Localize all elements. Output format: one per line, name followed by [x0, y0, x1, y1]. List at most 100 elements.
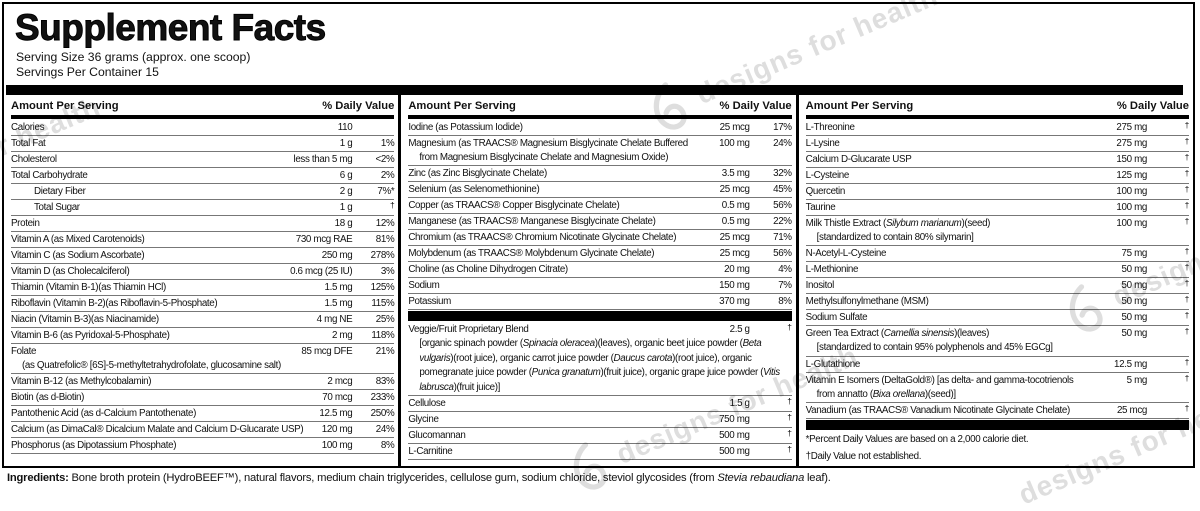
- serving-size-text: Serving Size 36 grams (approx. one scoop…: [16, 50, 251, 64]
- nutrient-name: Iodine (as Potassium Iodide): [408, 122, 523, 133]
- nutrient-amount: 1.5 g: [729, 398, 750, 410]
- nutrient-name: Glucomannan: [408, 430, 466, 442]
- nutrient-row: Vitamin E Isomers (DeltaGold®) [as delta…: [805, 373, 1189, 404]
- nutrient-row-line: Green Tea Extract (Camellia sinensis)(le…: [805, 326, 1190, 341]
- nutrient-row-line: Choline (as Choline Dihydrogen Citrate) 2…: [408, 262, 792, 277]
- nutrient-daily-value: 8%: [778, 296, 792, 308]
- nutrient-name: Chromium (as TRAACS® Chromium Nicotinate…: [408, 232, 677, 244]
- nutrient-subtext: from annatto (Bixa orellana)(seed)]: [816, 388, 957, 400]
- nutrient-daily-value: 71%: [773, 232, 792, 244]
- nutrient-row-line: Total Fat 1 g 1%: [11, 136, 395, 151]
- nutrient-row-line: L-Carnitine 500 mg †: [408, 444, 792, 459]
- nutrient-daily-value: †: [1184, 310, 1190, 321]
- facts-columns: Amount Per Serving % Daily Value Calories 1…: [4, 95, 1193, 466]
- nutrient-row: L-Threonine 275 mg †: [805, 120, 1189, 136]
- nutrient-name: Quercetin: [805, 186, 846, 197]
- nutrient-daily-value: †: [787, 444, 792, 455]
- nutrient-row: Calcium D-Glucarate USP 150 mg †: [805, 152, 1190, 168]
- nutrient-row-line: Calcium (as DimaCal® Dicalcium Malate an…: [11, 422, 395, 437]
- footnote: *Percent Daily Values are based on a 2,0…: [805, 434, 1029, 446]
- nutrient-amount: 250 mg: [321, 250, 353, 261]
- nutrient-amount: 0.6 mcg (25 IU): [290, 266, 353, 277]
- nutrient-row-line: Calcium D-Glucarate USP 150 mg †: [806, 152, 1190, 167]
- nutrient-amount: 500 mg: [719, 430, 750, 442]
- nutrient-row: Choline (as Choline Dihydrogen Citrate) 2…: [408, 262, 792, 279]
- nutrient-row-line: Vitamin C (as Sodium Ascorbate) 250 mg 278…: [11, 248, 395, 263]
- nutrient-name: Calories: [11, 122, 45, 133]
- nutrient-name: Vitamin A (as Mixed Carotenoids): [11, 234, 145, 245]
- nutrient-daily-value: †: [1184, 262, 1190, 273]
- nutrient-name: Folate: [11, 346, 37, 357]
- nutrient-name: N-Acetyl-L-Cysteine: [805, 248, 887, 260]
- nutrient-amount: 85 mcg DFE: [301, 346, 353, 357]
- nutrient-daily-value: 4%: [778, 264, 792, 276]
- nutrient-amount: 110: [337, 122, 353, 133]
- nutrient-name: Green Tea Extract (Camellia sinensis)(le…: [805, 328, 990, 340]
- nutrient-row-line: Glucomannan 500 mg †: [408, 428, 792, 443]
- nutrient-row: Niacin (Vitamin B-3)(as Niacinamide) 4 mg…: [11, 312, 395, 328]
- nutrient-name: Dietary Fiber: [34, 186, 86, 197]
- nutrient-row-line: Magnesium (as TRAACS® Magnesium Bisglyci…: [408, 136, 792, 151]
- nutrient-name: Sodium: [408, 280, 440, 292]
- nutrient-amount: 50 mg: [1121, 328, 1148, 340]
- column-header: Amount Per Serving % Daily Value: [806, 95, 1189, 115]
- nutrient-row-line: Vitamin A (as Mixed Carotenoids) 730 mcg …: [11, 232, 395, 247]
- nutrient-row: Sodium Sulfate 50 mg †: [805, 310, 1190, 327]
- nutrient-daily-value: 233%: [370, 392, 395, 404]
- nutrient-daily-value: †: [1184, 184, 1190, 194]
- nutrient-name: Glycine: [408, 414, 439, 426]
- nutrient-name: L-Lysine: [805, 138, 840, 149]
- nutrient-row: Inositol 50 mg †: [805, 278, 1189, 295]
- nutrient-amount: 500 mg: [719, 446, 750, 458]
- column-header: Amount Per Serving % Daily Value: [11, 95, 394, 115]
- nutrient-daily-value: †: [1184, 200, 1190, 210]
- amount-per-serving-header: Amount Per Serving: [408, 100, 516, 112]
- daily-value-header: % Daily Value: [719, 100, 792, 112]
- nutrient-row: Milk Thistle Extract (Silybum marianum)(…: [805, 216, 1189, 247]
- header-divider-bar: [6, 85, 1183, 95]
- nutrient-row: Total Sugar 1 g †: [11, 200, 395, 216]
- nutrient-row-line: Selenium (as Selenomethionine) 25 mcg 45%: [408, 182, 792, 197]
- ingredients-segment: Ingredients:: [7, 472, 72, 484]
- nutrient-row: Calcium (as DimaCal® Dicalcium Malate an…: [11, 422, 395, 439]
- nutrient-row: L-Lysine 275 mg †: [805, 136, 1189, 152]
- nutrient-row-line: Cellulose 1.5 g †: [408, 396, 792, 411]
- nutrient-name: Vitamin B-6 (as Pyridoxal-5-Phosphate): [11, 330, 170, 341]
- nutrient-row-line: Protein 18 g 12%: [11, 216, 395, 231]
- footnote: †Daily Value not established.: [805, 451, 922, 463]
- nutrient-daily-value: 8%: [380, 440, 395, 452]
- nutrient-daily-value: 56%: [773, 248, 792, 260]
- nutrient-amount: 275 mg: [1116, 138, 1147, 149]
- nutrient-amount: 150 mg: [1116, 154, 1147, 165]
- nutrient-daily-value: 83%: [375, 376, 395, 388]
- nutrient-daily-value: †: [1184, 326, 1190, 337]
- nutrient-daily-value: †: [1184, 356, 1190, 367]
- nutrient-row: Total Carbohydrate 6 g 2%: [11, 168, 395, 184]
- nutrient-row-line: Potassium 370 mg 8%: [408, 294, 792, 309]
- nutrient-name: Choline (as Choline Dihydrogen Citrate): [408, 264, 568, 276]
- nutrient-row: Zinc (as Zinc Bisglycinate Chelate) 3.5 m…: [408, 166, 792, 183]
- nutrient-row-line: Manganese (as TRAACS® Manganese Bisglyci…: [408, 214, 792, 229]
- nutrient-name: L-Carnitine: [408, 446, 453, 458]
- nutrient-amount: 25 mcg: [719, 248, 750, 260]
- nutrient-amount: 12.5 mg: [319, 408, 353, 420]
- header-rule: [805, 115, 1189, 119]
- nutrient-row-line: Molybdenum (as TRAACS® Molybdenum Glycin…: [408, 246, 792, 261]
- nutrient-name: Taurine: [805, 202, 836, 213]
- nutrient-name: Vanadium (as TRAACS® Vanadium Nicotinate…: [805, 405, 1071, 417]
- nutrient-row-line: Folate 85 mcg DFE 21%: [11, 344, 395, 359]
- nutrient-row-line: Copper (as TRAACS® Copper Bisglycinate C…: [408, 198, 792, 213]
- nutrient-daily-value: 7%*: [377, 186, 395, 197]
- nutrient-daily-value: 2%: [380, 170, 395, 181]
- nutrient-row: Molybdenum (as TRAACS® Molybdenum Glycin…: [408, 246, 792, 263]
- nutrient-row-line: Total Sugar 1 g †: [11, 200, 395, 215]
- nutrient-name: Cellulose: [408, 398, 446, 410]
- nutrient-amount: 0.5 mg: [721, 200, 750, 212]
- nutrient-daily-value: 22%: [773, 216, 792, 228]
- nutrient-row: Biotin (as d-Biotin) 70 mcg 233%: [11, 390, 395, 407]
- nutrient-row: Magnesium (as TRAACS® Magnesium Bisglyci…: [408, 136, 792, 167]
- nutrient-daily-value: <2%: [375, 154, 395, 165]
- nutrient-amount: 100 mg: [321, 440, 353, 452]
- nutrient-name: Sodium Sulfate: [805, 312, 868, 324]
- nutrient-row-line: N-Acetyl-L-Cysteine 75 mg †: [805, 246, 1190, 261]
